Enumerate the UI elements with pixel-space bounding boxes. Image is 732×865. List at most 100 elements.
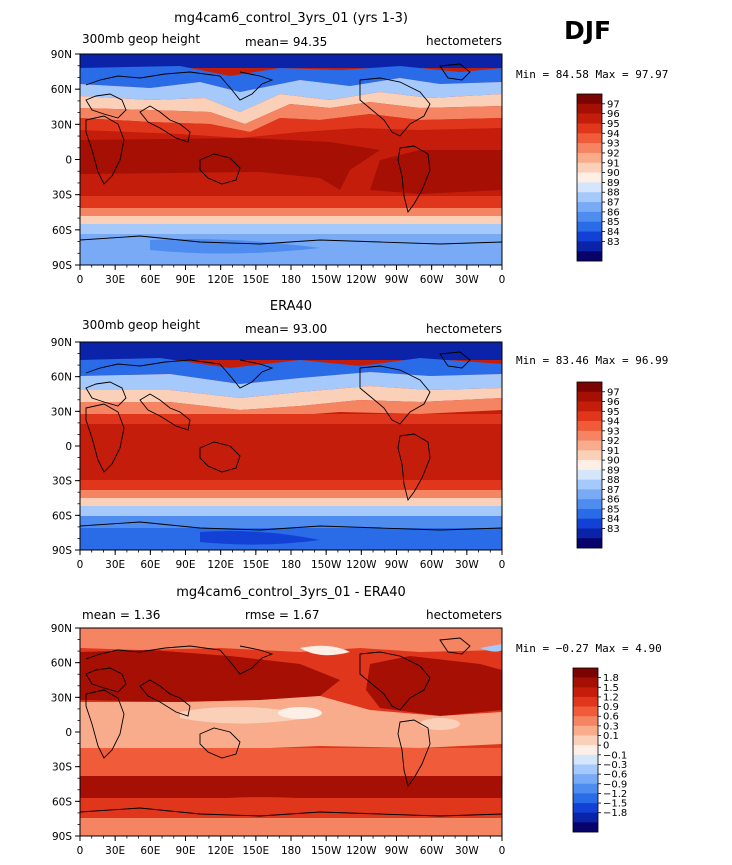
- colorbar-swatch: [577, 162, 602, 173]
- panel-title: mg4cam6_control_3yrs_01 (yrs 1-3): [174, 11, 408, 26]
- colorbar-swatch: [573, 764, 598, 775]
- colorbar-swatch: [573, 668, 598, 678]
- x-tick-label: 120E: [207, 274, 234, 286]
- y-tick-label: 60N: [51, 658, 72, 670]
- x-tick-label: 90E: [176, 845, 196, 857]
- colorbar-label: −0.3: [603, 760, 627, 771]
- colorbar-swatch: [577, 202, 602, 213]
- colorbar-swatch: [577, 152, 602, 164]
- colorbar-swatch: [577, 133, 602, 144]
- colorbar-swatch: [577, 94, 602, 105]
- y-tick-label: 60S: [52, 796, 72, 808]
- colorbar-swatch: [573, 754, 598, 765]
- x-tick-label: 150W: [311, 559, 342, 571]
- x-tick-label: 180: [281, 559, 301, 571]
- x-tick-label: 150E: [242, 274, 269, 286]
- colorbar-swatch: [573, 706, 598, 717]
- x-tick-label: 60W: [420, 559, 444, 571]
- colorbar-label: 97: [607, 387, 620, 398]
- colorbar-swatch: [573, 696, 598, 707]
- colorbar-label: 92: [607, 436, 620, 447]
- colorbar-swatch: [577, 143, 602, 154]
- colorbar-swatch: [577, 460, 602, 471]
- colorbar-swatch: [573, 793, 598, 804]
- y-tick-label: 90N: [51, 337, 72, 349]
- x-tick-label: 180: [281, 274, 301, 286]
- colorbar-swatch: [577, 508, 602, 519]
- colorbar-label: 85: [607, 217, 620, 228]
- colorbar-label: 96: [607, 109, 620, 120]
- colorbar-label: 91: [607, 446, 620, 457]
- map-field: [80, 54, 502, 265]
- colorbar-frame: [572, 667, 599, 833]
- colorbar-label: 89: [607, 178, 620, 189]
- x-tick-label: 120W: [346, 845, 377, 857]
- colorbar-label: 90: [607, 456, 620, 467]
- colorbar-label: 1.8: [603, 673, 619, 684]
- x-tick-label: 0: [77, 274, 84, 286]
- colorbar-swatch: [577, 123, 602, 134]
- x-tick-label: 90E: [176, 274, 196, 286]
- colorbar-swatch: [577, 479, 602, 490]
- colorbar-label: 89: [607, 465, 620, 476]
- y-tick-label: 0: [65, 727, 72, 739]
- colorbar-label: −1.5: [603, 799, 627, 810]
- colorbar-swatch: [577, 411, 602, 422]
- y-tick-label: 90S: [52, 260, 72, 272]
- colorbar-swatch: [577, 103, 602, 114]
- colorbar-label: −0.6: [603, 770, 627, 781]
- x-tick-label: 90W: [385, 274, 409, 286]
- map-ticks: 0 30E 60E 90E 120E 150E 180 150W 120W 90W 60W 30W 09…: [51, 49, 506, 286]
- colorbar-swatch: [573, 745, 598, 756]
- x-tick-label: 0: [499, 845, 506, 857]
- colorbar-swatch: [577, 251, 602, 262]
- y-tick-label: 90S: [52, 831, 72, 843]
- colorbar-label: 86: [607, 495, 620, 506]
- map-field: [80, 628, 502, 836]
- colorbar-label: 91: [607, 158, 620, 169]
- x-tick-label: 0: [77, 559, 84, 571]
- x-tick-label: 30W: [455, 559, 479, 571]
- units-label: hectometers: [426, 34, 502, 48]
- colorbar-swatch: [577, 211, 602, 222]
- x-tick-label: 150E: [242, 845, 269, 857]
- colorbar-label: 90: [607, 168, 620, 179]
- colorbar-label: −1.2: [603, 789, 627, 800]
- y-tick-label: 30N: [51, 406, 72, 418]
- map-ticks: 0 30E 60E 90E 120E 150E 180 150W 120W 90W 60W 30W 09…: [51, 623, 506, 857]
- panel-title: ERA40: [270, 299, 312, 314]
- minmax-label: Min = 84.58 Max = 97.97: [516, 68, 668, 81]
- colorbar-swatch: [577, 192, 602, 203]
- rmse-label: rmse = 1.67: [245, 608, 319, 622]
- colorbar-label: 96: [607, 397, 620, 408]
- colorbar-swatch: [577, 382, 602, 393]
- colorbar-frame: [576, 93, 603, 262]
- colorbar-label: −0.9: [603, 779, 627, 790]
- colorbar-swatch: [573, 822, 598, 833]
- colorbar-label: 95: [607, 119, 620, 130]
- panel-difference: mg4cam6_control_3yrs_01 - ERA40 mean = 1…: [51, 585, 662, 857]
- units-label: hectometers: [426, 322, 502, 336]
- x-tick-label: 60E: [140, 274, 160, 286]
- y-tick-label: 30N: [51, 119, 72, 131]
- colorbar-swatch: [577, 538, 602, 549]
- x-tick-label: 30E: [105, 274, 125, 286]
- colorbar-swatch: [577, 241, 602, 252]
- x-tick-label: 60W: [420, 845, 444, 857]
- x-tick-label: 120W: [346, 559, 377, 571]
- x-tick-label: 150W: [311, 274, 342, 286]
- colorbar-label: 0.1: [603, 731, 619, 742]
- map-field: [80, 342, 502, 550]
- colorbar-label: 95: [607, 407, 620, 418]
- units-label: hectometers: [426, 608, 502, 622]
- x-tick-label: 120E: [207, 845, 234, 857]
- colorbar-label: 94: [607, 417, 620, 428]
- colorbar-swatch: [577, 440, 602, 451]
- colorbar-label: 92: [607, 148, 620, 159]
- colorbar-label: 84: [607, 227, 620, 238]
- colorbar: 1.81.51.20.90.60.30.10−0.1−0.3−0.6−0.9−1…: [572, 667, 627, 833]
- colorbar-label: 0: [603, 741, 609, 752]
- variable-label: 300mb geop height: [82, 318, 200, 332]
- x-tick-label: 30W: [455, 274, 479, 286]
